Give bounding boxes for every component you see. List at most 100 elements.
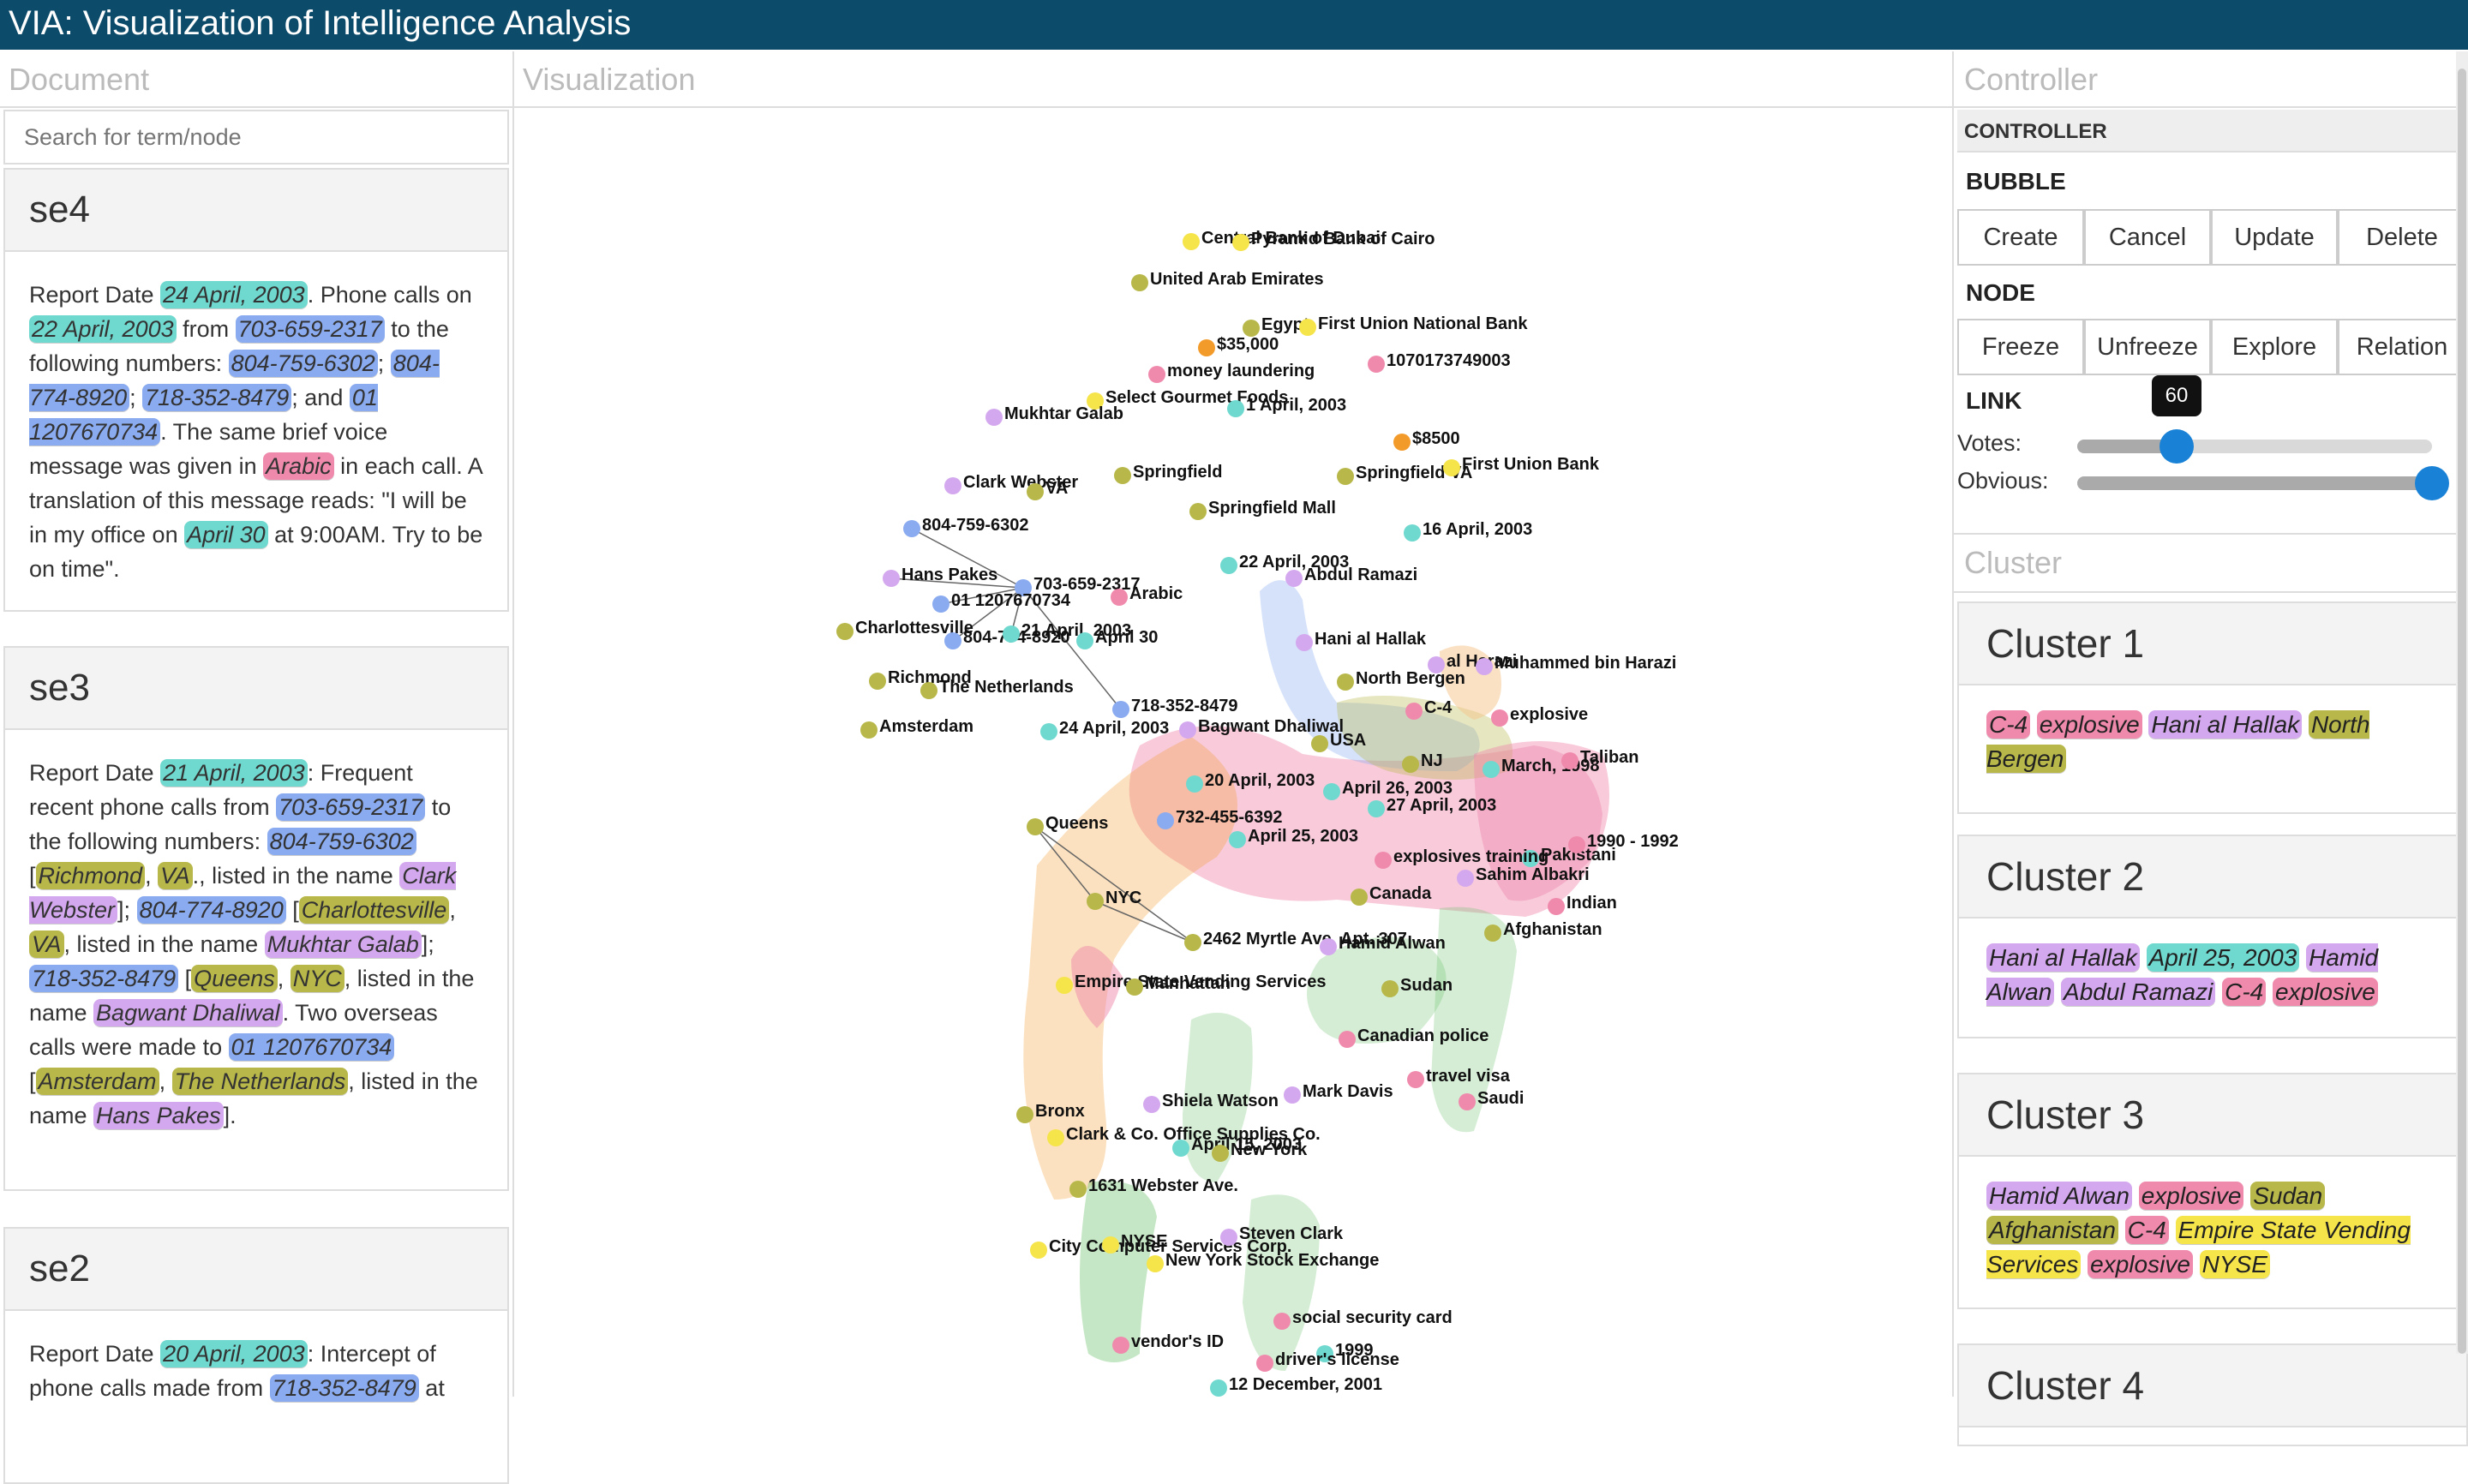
cluster-bubble[interactable] bbox=[1080, 1181, 1157, 1362]
cluster-card[interactable]: Cluster 3 Hamid Alwan explosive Sudan Afg… bbox=[1957, 1073, 2468, 1309]
graph-node[interactable] bbox=[1047, 1129, 1064, 1146]
cluster-bubble[interactable] bbox=[1243, 1194, 1320, 1371]
graph-node[interactable] bbox=[1069, 1181, 1087, 1198]
graph-node[interactable] bbox=[1056, 977, 1073, 994]
graph-node[interactable] bbox=[1212, 1145, 1229, 1162]
entity-date[interactable]: 24 April, 2003 bbox=[160, 281, 308, 308]
graph-link[interactable] bbox=[1034, 826, 1194, 943]
cluster-term[interactable]: NYSE bbox=[2199, 1250, 2270, 1278]
obvious-slider[interactable] bbox=[2077, 466, 2449, 500]
cluster-term[interactable]: Sudan bbox=[2250, 1182, 2326, 1210]
graph-node[interactable] bbox=[1404, 524, 1421, 542]
cluster-card[interactable]: Cluster 2 Hani al Hallak April 25, 2003 H… bbox=[1957, 835, 2468, 1038]
graph-node[interactable] bbox=[1220, 1229, 1237, 1246]
graph-node[interactable] bbox=[1189, 503, 1207, 520]
entity-lang[interactable]: Arabic bbox=[263, 452, 334, 480]
graph-node[interactable] bbox=[1368, 356, 1385, 373]
graph-node[interactable] bbox=[1112, 1337, 1129, 1354]
entity-person[interactable]: Bagwant Dhaliwal bbox=[93, 999, 283, 1026]
graph-node[interactable] bbox=[1351, 889, 1368, 906]
graph-node[interactable] bbox=[1299, 319, 1316, 336]
graph-node[interactable] bbox=[1296, 634, 1313, 651]
graph-node[interactable] bbox=[1232, 234, 1249, 251]
graph-node[interactable] bbox=[1407, 1071, 1424, 1088]
graph-node[interactable] bbox=[1311, 735, 1328, 752]
update-bubble-button[interactable]: Update bbox=[2211, 209, 2338, 266]
graph-node[interactable] bbox=[1143, 1096, 1160, 1113]
entity-phone[interactable]: 01 1207670734 bbox=[228, 1033, 395, 1061]
search-input[interactable] bbox=[3, 110, 509, 165]
graph-node[interactable] bbox=[1561, 752, 1578, 769]
graph-node[interactable] bbox=[1227, 400, 1244, 417]
graph-link[interactable] bbox=[940, 587, 1024, 605]
graph-node[interactable] bbox=[1393, 434, 1411, 451]
cluster-term[interactable]: Abdul Ramazi bbox=[2061, 978, 2216, 1006]
entity-person[interactable]: Mukhtar Galab bbox=[264, 930, 422, 958]
graph-link[interactable] bbox=[1034, 826, 1096, 902]
graph-node[interactable] bbox=[1111, 589, 1128, 606]
entity-phone[interactable]: 718-352-8479 bbox=[29, 965, 179, 992]
graph-node[interactable] bbox=[985, 409, 1003, 426]
cluster-term[interactable]: April 25, 2003 bbox=[2146, 943, 2300, 972]
graph-node[interactable] bbox=[1184, 934, 1201, 951]
graph-node[interactable] bbox=[1568, 836, 1585, 853]
cluster-bubble[interactable] bbox=[1023, 737, 1237, 1200]
graph-node[interactable] bbox=[1316, 1345, 1333, 1362]
graph-link[interactable] bbox=[1022, 587, 1122, 710]
graph-node[interactable] bbox=[883, 570, 900, 587]
cluster-bubble[interactable] bbox=[1474, 741, 1609, 901]
entity-phone[interactable]: 718-352-8479 bbox=[142, 384, 292, 411]
cluster-card[interactable]: Cluster 1 C-4 explosive Hani al Hallak No… bbox=[1957, 601, 2468, 814]
graph-node[interactable] bbox=[1220, 557, 1237, 574]
graph-node[interactable] bbox=[903, 520, 920, 537]
graph-node[interactable] bbox=[1368, 800, 1385, 817]
graph-node[interactable] bbox=[1087, 392, 1104, 410]
entity-phone[interactable]: 804-774-8920 bbox=[136, 896, 286, 924]
graph-node[interactable] bbox=[869, 673, 886, 690]
graph-node[interactable] bbox=[1027, 818, 1044, 835]
entity-phone[interactable]: 804-759-6302 bbox=[267, 828, 416, 855]
cluster-term[interactable]: explosive bbox=[2088, 1250, 2193, 1278]
entity-place[interactable]: Charlottesville bbox=[298, 896, 450, 924]
graph-node[interactable] bbox=[1147, 1255, 1164, 1272]
cluster-bubble[interactable] bbox=[1260, 580, 1480, 771]
entity-phone[interactable]: 718-352-8479 bbox=[269, 1374, 419, 1402]
graph-node[interactable] bbox=[1285, 570, 1303, 587]
graph-node[interactable] bbox=[1229, 831, 1246, 848]
graph-node[interactable] bbox=[932, 595, 949, 613]
graph-node[interactable] bbox=[1428, 656, 1445, 673]
entity-person[interactable]: Hans Pakes bbox=[93, 1102, 224, 1129]
entity-place[interactable]: The Netherlands bbox=[171, 1068, 349, 1095]
cluster-card[interactable]: Cluster 4 bbox=[1957, 1343, 2468, 1446]
cluster-bubble[interactable] bbox=[1071, 946, 1123, 1028]
graph-node[interactable] bbox=[1179, 721, 1196, 739]
graph-node[interactable] bbox=[1126, 978, 1143, 996]
entity-phone[interactable]: 703-659-2317 bbox=[235, 315, 385, 343]
graph-node[interactable] bbox=[944, 632, 961, 649]
cluster-term[interactable]: explosive bbox=[2138, 1182, 2244, 1210]
entity-date[interactable]: 22 April, 2003 bbox=[29, 315, 177, 343]
graph-node[interactable] bbox=[1323, 783, 1340, 800]
graph-node[interactable] bbox=[1273, 1313, 1291, 1330]
graph-node[interactable] bbox=[920, 682, 937, 699]
graph-node[interactable] bbox=[1483, 761, 1500, 778]
graph-node[interactable] bbox=[1337, 468, 1354, 485]
graph-node[interactable] bbox=[1198, 339, 1215, 356]
freeze-node-button[interactable]: Freeze bbox=[1957, 319, 2084, 375]
graph-node[interactable] bbox=[1040, 723, 1057, 740]
cluster-bubble[interactable] bbox=[1337, 696, 1513, 780]
graph-node[interactable] bbox=[1003, 625, 1020, 643]
relation-node-button[interactable]: Relation bbox=[2338, 319, 2466, 375]
cluster-term[interactable]: C-4 bbox=[1986, 710, 2031, 739]
votes-slider-handle[interactable] bbox=[2160, 429, 2194, 464]
entity-date[interactable]: 20 April, 2003 bbox=[160, 1340, 308, 1367]
graph-node[interactable] bbox=[1339, 1031, 1356, 1048]
unfreeze-node-button[interactable]: Unfreeze bbox=[2084, 319, 2211, 375]
graph-node[interactable] bbox=[1131, 274, 1148, 291]
graph-node[interactable] bbox=[1015, 579, 1032, 596]
graph-node[interactable] bbox=[1102, 1236, 1119, 1254]
obvious-slider-handle[interactable] bbox=[2415, 466, 2449, 500]
cluster-term[interactable]: Hani al Hallak bbox=[2148, 710, 2303, 739]
scrollbar-thumb[interactable] bbox=[2458, 69, 2466, 1354]
